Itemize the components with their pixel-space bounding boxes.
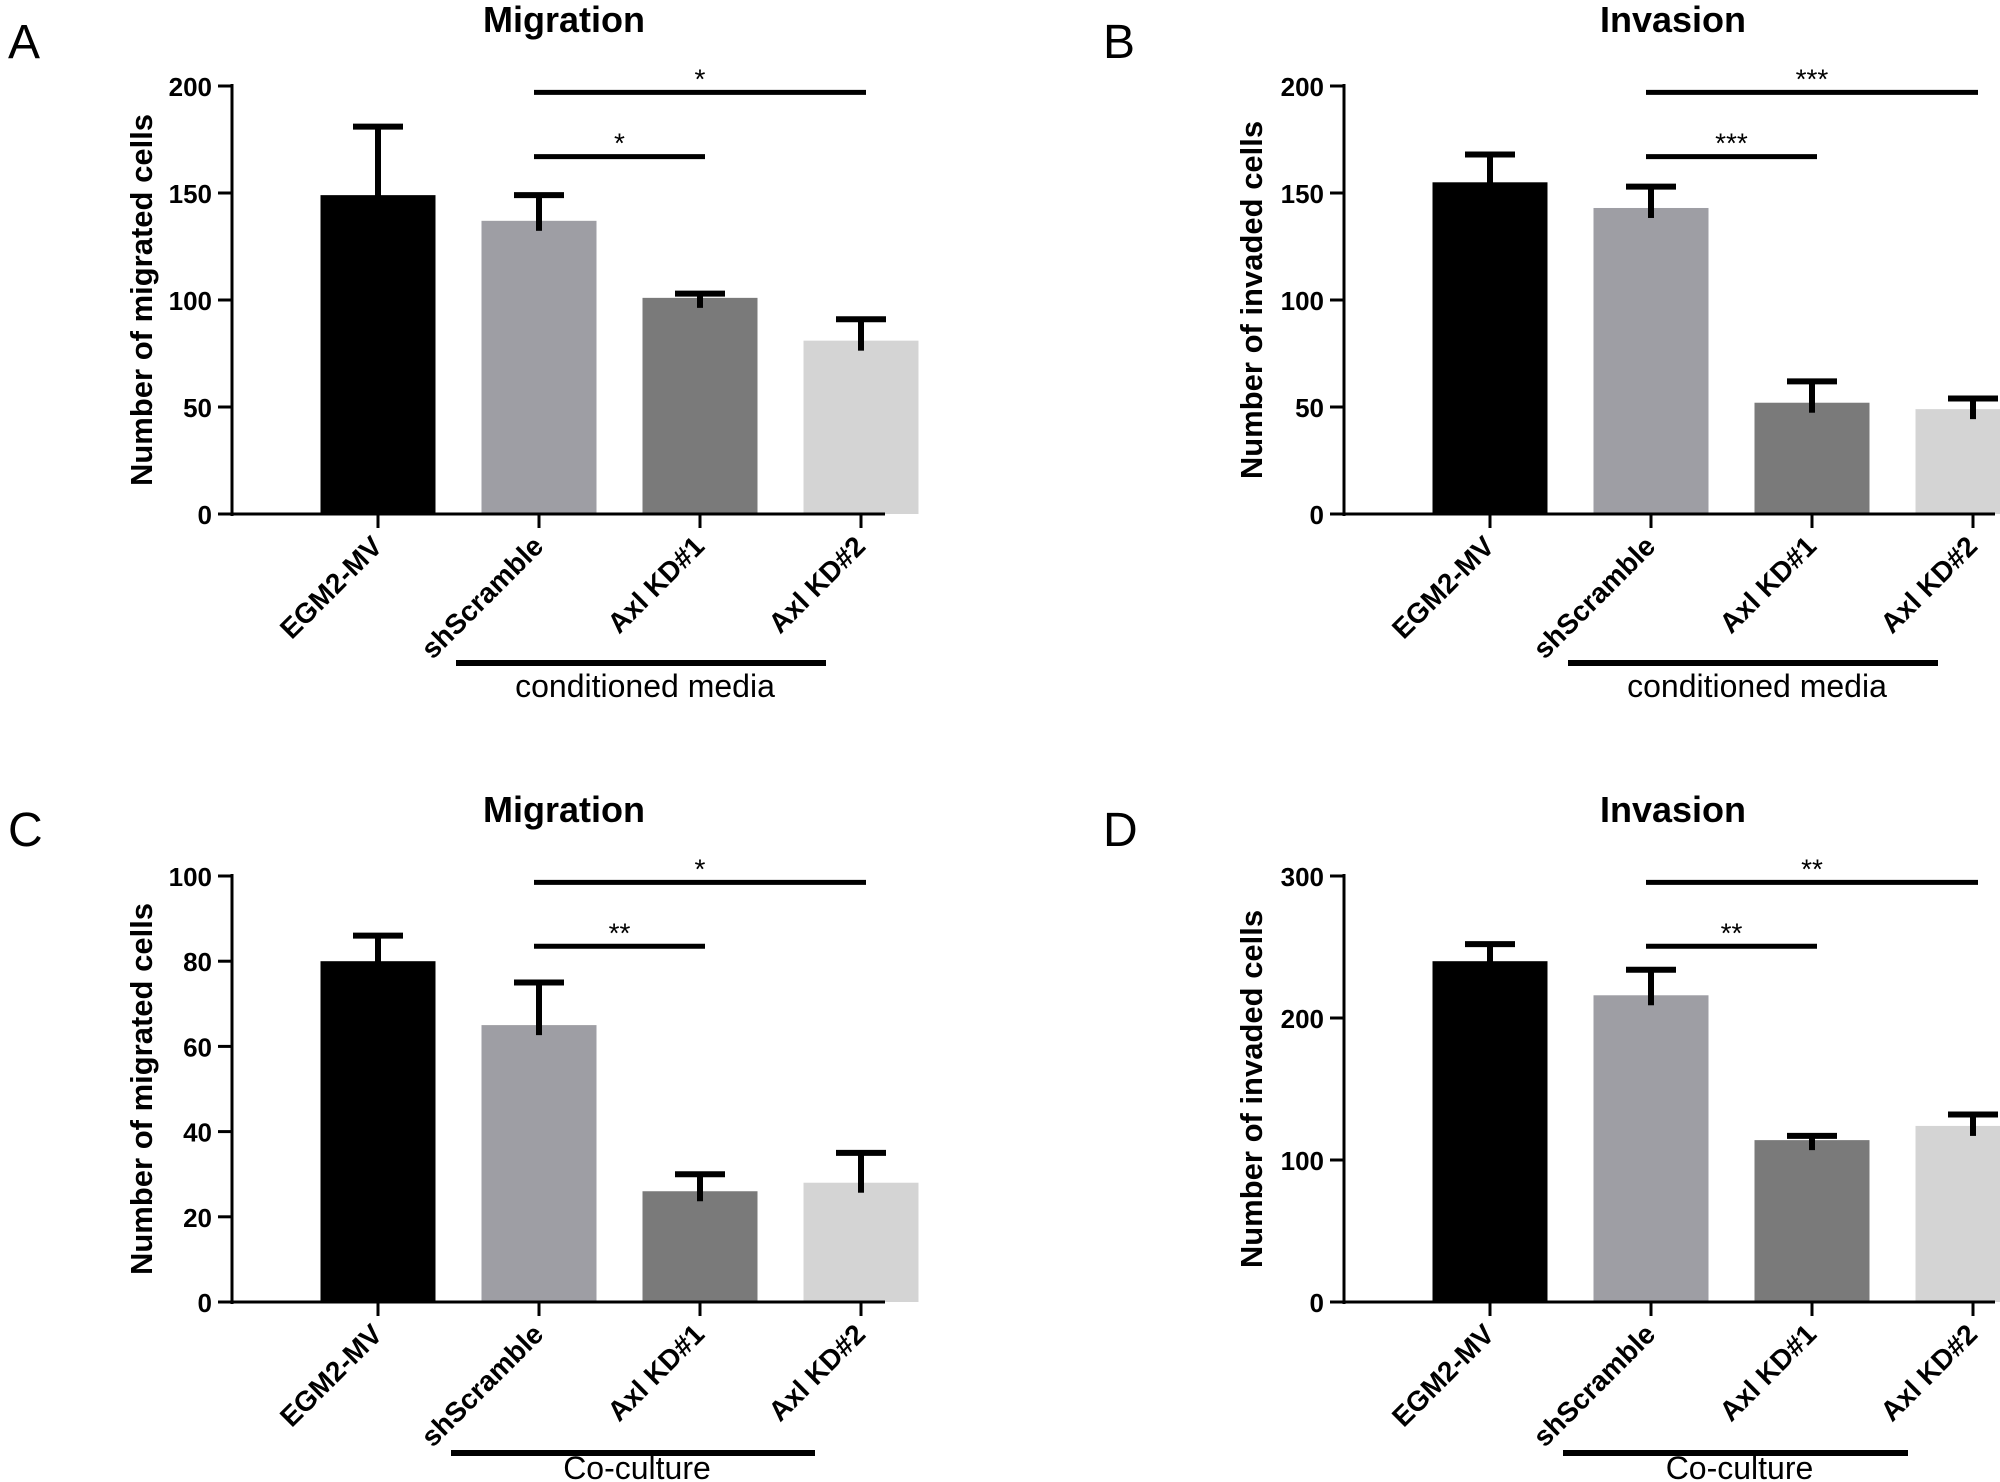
x-tick-label: shScramble (1527, 1318, 1661, 1452)
chart-title: Invasion (1600, 789, 1746, 830)
significance-label: * (695, 63, 706, 94)
y-tick-label: 100 (1281, 286, 1324, 316)
bar-1 (320, 961, 436, 1302)
x-tick-label: Axl KD#2 (1874, 1318, 1983, 1427)
chart-panel-b: B Invasion Number of invaded cells 0 50 100 15… (1103, 0, 2000, 704)
panel-letter: C (8, 804, 43, 857)
x-tick-label: Axl KD#2 (762, 530, 871, 639)
y-tick-label: 40 (183, 1118, 212, 1148)
y-tick-label: 200 (1281, 1004, 1324, 1034)
chart-title: Migration (483, 0, 645, 40)
y-tick-label: 100 (169, 286, 212, 316)
x-tick-label: Axl KD#1 (601, 1318, 710, 1427)
bar-1 (1432, 961, 1548, 1302)
x-tick-label: Axl KD#2 (1874, 530, 1983, 639)
bar-4 (1915, 1125, 2000, 1302)
significance-label: *** (1715, 128, 1748, 159)
chart-title: Migration (483, 789, 645, 830)
y-axis-label: Number of invaded cells (1234, 121, 1269, 479)
bar-1 (1432, 182, 1548, 515)
x-tick-label: Axl KD#1 (1713, 530, 1822, 639)
y-axis-label: Number of migrated cells (124, 114, 159, 486)
y-tick-label: 150 (1281, 179, 1324, 209)
x-tick-label: Axl KD#2 (762, 1318, 871, 1427)
significance-label: *** (1796, 63, 1829, 94)
significance-label: ** (1721, 917, 1743, 948)
y-tick-label: 60 (183, 1032, 212, 1062)
chart-title: Invasion (1600, 0, 1746, 40)
significance-label: * (695, 853, 706, 884)
y-tick-label: 150 (169, 179, 212, 209)
chart-panel-a: A Migration Number of migrated cells 0 50 100… (8, 0, 919, 704)
x-tick-label: shScramble (415, 1318, 549, 1452)
y-tick-label: 20 (183, 1203, 212, 1233)
x-tick-label: Axl KD#1 (601, 530, 710, 639)
significance-label: ** (1801, 853, 1823, 884)
y-tick-label: 0 (198, 500, 212, 530)
x-tick-label: shScramble (1527, 530, 1661, 664)
bar-1 (320, 195, 436, 514)
y-tick-label: 200 (169, 72, 212, 102)
significance-label: ** (609, 917, 631, 948)
y-axis-label: Number of invaded cells (1234, 910, 1269, 1268)
y-tick-label: 300 (1281, 862, 1324, 892)
y-tick-label: 100 (1281, 1146, 1324, 1176)
bar-4 (803, 340, 919, 514)
chart-panel-d: D Invasion Number of invaded cells 0 100 200 3… (1103, 789, 2000, 1482)
panel-letter: B (1103, 16, 1135, 69)
x-tick-label: shScramble (415, 530, 549, 664)
y-tick-label: 50 (183, 393, 212, 423)
bar-4 (803, 1182, 919, 1302)
group-label: Co-culture (1666, 1450, 1814, 1482)
bar-3 (1754, 402, 1870, 514)
group-label: conditioned media (515, 668, 775, 704)
bar-3 (1754, 1140, 1870, 1302)
x-tick-label: EGM2-MV (274, 1318, 389, 1433)
group-label: Co-culture (563, 1450, 711, 1482)
bar-3 (642, 1191, 758, 1302)
y-tick-label: 100 (169, 862, 212, 892)
y-tick-label: 200 (1281, 72, 1324, 102)
y-tick-label: 0 (1310, 1288, 1324, 1318)
y-tick-label: 0 (198, 1288, 212, 1318)
bar-2 (1593, 995, 1709, 1302)
bar-2 (1593, 207, 1709, 515)
panel-letter: D (1103, 804, 1138, 857)
significance-label: * (614, 128, 625, 159)
x-tick-label: EGM2-MV (274, 530, 389, 645)
bar-2 (481, 220, 597, 514)
x-tick-label: EGM2-MV (1386, 1318, 1501, 1433)
panel-letter: A (8, 16, 40, 69)
y-axis-label: Number of migrated cells (124, 903, 159, 1275)
group-label: conditioned media (1627, 668, 1887, 704)
bar-2 (481, 1025, 597, 1302)
chart-panel-c: C Migration Number of migrated cells 0 20 40 6… (8, 789, 919, 1482)
x-tick-label: Axl KD#1 (1713, 1318, 1822, 1427)
x-tick-label: EGM2-MV (1386, 530, 1501, 645)
y-tick-label: 0 (1310, 500, 1324, 530)
y-tick-label: 50 (1295, 393, 1324, 423)
bar-3 (642, 297, 758, 514)
y-tick-label: 80 (183, 947, 212, 977)
bar-4 (1915, 409, 2000, 514)
